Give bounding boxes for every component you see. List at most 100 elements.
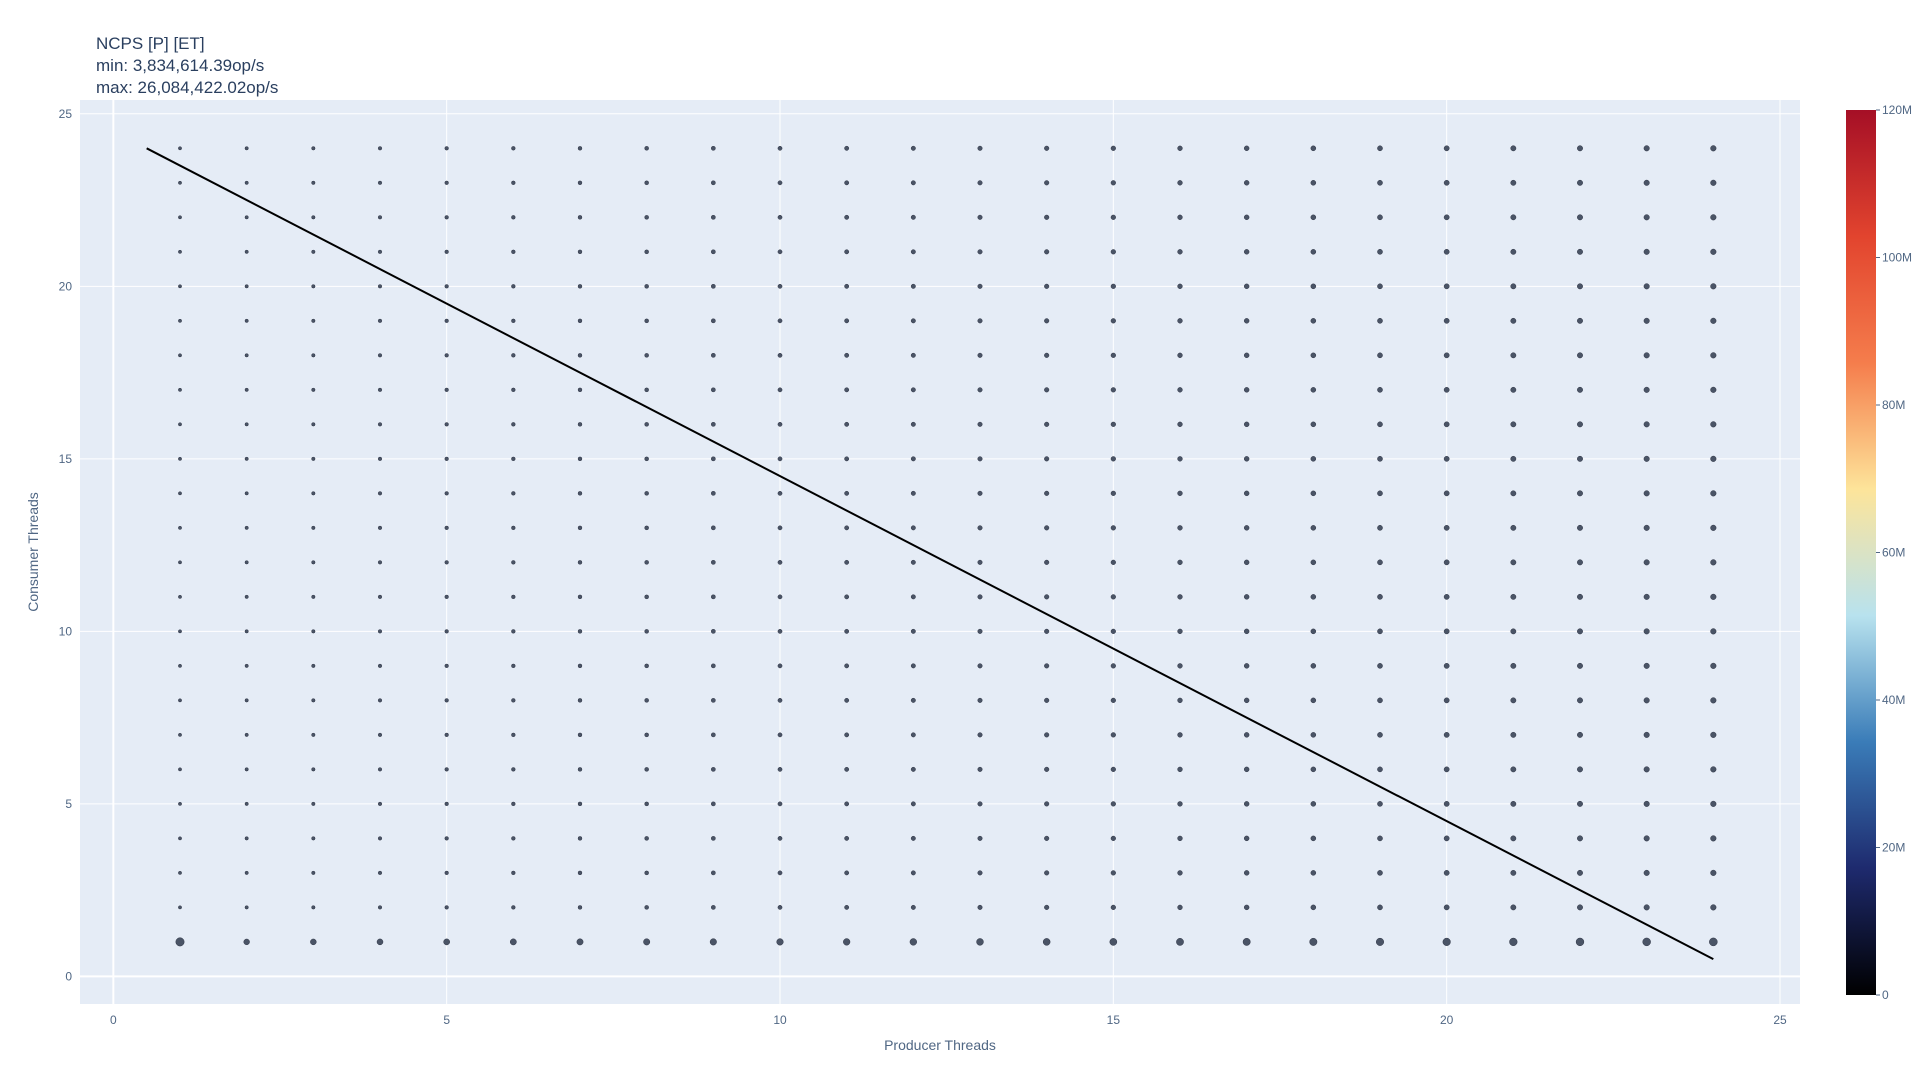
data-point <box>1310 697 1317 704</box>
data-point <box>1443 214 1450 221</box>
data-point <box>1710 352 1717 359</box>
data-point <box>377 870 383 875</box>
data-point <box>244 905 249 910</box>
data-point <box>644 905 649 910</box>
data-point <box>1243 801 1250 807</box>
data-point <box>910 283 916 289</box>
data-point <box>1710 904 1717 911</box>
trend-line <box>146 147 1714 961</box>
data-point <box>1510 628 1517 635</box>
data-point <box>1443 594 1450 600</box>
data-point <box>244 146 249 151</box>
data-point <box>977 318 983 324</box>
data-point <box>1177 525 1183 531</box>
data-point <box>577 594 583 600</box>
data-point <box>1377 387 1383 393</box>
data-point <box>244 663 249 668</box>
data-point <box>377 284 383 289</box>
data-point <box>1243 387 1250 393</box>
data-point <box>1110 387 1116 393</box>
data-point <box>1643 283 1650 290</box>
y-tick-label: 5 <box>65 797 72 811</box>
data-point <box>178 422 182 427</box>
data-point <box>910 904 916 910</box>
data-point <box>311 629 316 634</box>
data-point <box>1710 283 1717 290</box>
data-point <box>777 870 783 876</box>
data-point <box>844 559 850 565</box>
data-point <box>1710 731 1717 738</box>
data-point <box>711 594 716 600</box>
data-point <box>311 698 316 703</box>
data-point <box>1310 283 1317 290</box>
data-point <box>1044 904 1050 910</box>
data-point <box>643 938 651 946</box>
data-point <box>1577 248 1583 255</box>
data-point <box>777 629 783 634</box>
data-point <box>444 422 449 427</box>
data-point <box>1577 386 1583 393</box>
data-point <box>777 698 783 703</box>
data-point <box>1377 663 1383 669</box>
data-point <box>377 698 383 703</box>
data-point <box>577 318 583 324</box>
data-point <box>777 352 783 358</box>
data-point <box>1044 318 1050 324</box>
data-point <box>244 387 249 392</box>
data-point <box>1310 594 1317 600</box>
data-point <box>711 456 716 462</box>
data-point <box>1243 628 1250 635</box>
data-point <box>1044 663 1050 669</box>
data-point <box>511 146 516 151</box>
data-point <box>1377 249 1383 255</box>
data-point <box>377 491 383 496</box>
data-point <box>1310 904 1317 911</box>
data-point <box>311 387 316 392</box>
data-point <box>577 422 583 427</box>
data-point <box>1643 766 1650 773</box>
data-point <box>1443 904 1450 911</box>
data-point <box>844 904 850 910</box>
data-point <box>1044 594 1050 600</box>
data-point <box>576 938 584 946</box>
data-point <box>444 629 449 634</box>
data-point <box>311 870 316 875</box>
data-point <box>1044 870 1050 876</box>
data-point <box>1443 559 1450 566</box>
data-point <box>977 697 983 703</box>
data-point <box>1310 318 1317 324</box>
data-point <box>1243 559 1250 566</box>
data-point <box>244 732 249 737</box>
data-point <box>1710 490 1717 497</box>
y-tick-label: 15 <box>59 452 73 466</box>
data-point <box>1442 937 1451 946</box>
data-point <box>443 938 450 946</box>
data-point <box>1310 732 1317 738</box>
data-point <box>1377 214 1383 221</box>
data-point <box>243 938 250 946</box>
y-tick-label: 20 <box>59 279 73 293</box>
data-point <box>644 698 649 703</box>
data-point <box>977 559 983 565</box>
data-point <box>244 422 249 427</box>
data-point <box>1044 214 1050 220</box>
data-point <box>1510 662 1517 669</box>
data-point <box>977 628 983 634</box>
data-point <box>977 387 983 393</box>
data-point <box>1310 801 1317 807</box>
data-point <box>1310 628 1317 635</box>
data-point <box>311 663 316 668</box>
data-point <box>377 629 383 634</box>
data-point <box>1310 387 1317 393</box>
data-point <box>511 491 516 496</box>
data-point <box>1044 801 1050 807</box>
data-point <box>1377 870 1383 876</box>
data-point <box>910 249 916 255</box>
x-axis-title: Producer Threads <box>884 1037 996 1053</box>
data-point <box>844 456 850 462</box>
data-point <box>511 767 516 772</box>
data-point <box>377 525 383 530</box>
data-point <box>377 318 383 323</box>
